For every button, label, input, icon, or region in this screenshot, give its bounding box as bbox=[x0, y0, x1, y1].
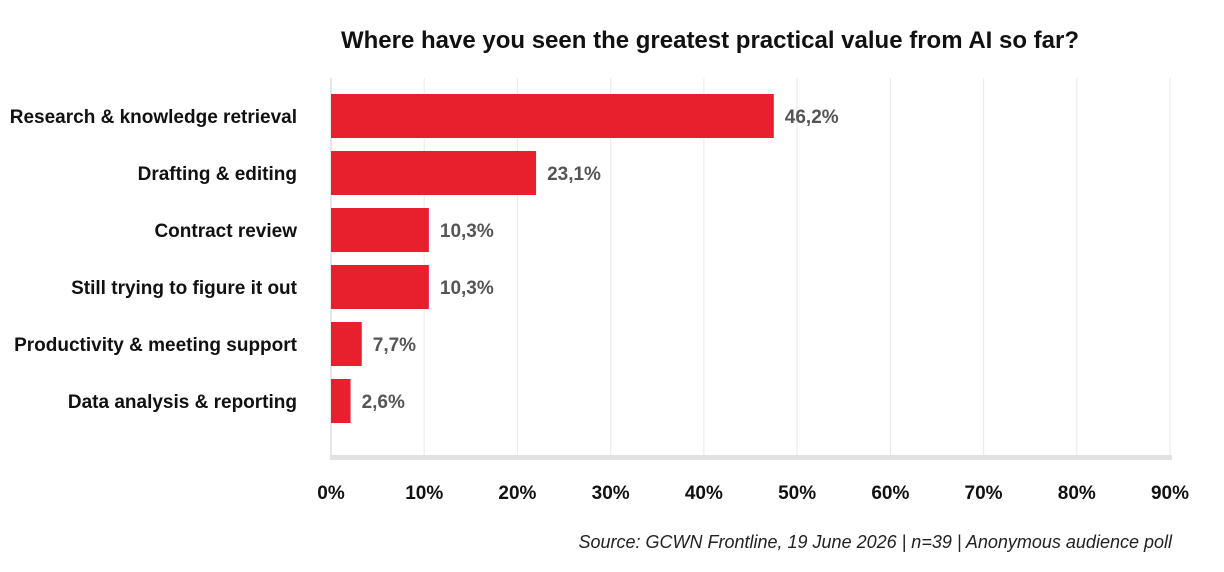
x-tick-label: 80% bbox=[1058, 483, 1096, 504]
x-tick-label: 60% bbox=[871, 483, 909, 504]
x-axis-tick-labels: 0% 10% 20% 30% 40% 50% 60% 70% 80% 90% bbox=[317, 483, 1189, 504]
data-label: 7,7% bbox=[373, 335, 416, 356]
bar bbox=[331, 379, 351, 423]
bar bbox=[331, 151, 537, 195]
bar bbox=[331, 208, 429, 252]
bar bbox=[331, 322, 362, 366]
category-labels: Research & knowledge retrieval Drafting &… bbox=[10, 107, 298, 413]
category-label: Contract review bbox=[154, 221, 297, 242]
gridlines bbox=[330, 78, 1171, 455]
bars bbox=[331, 94, 774, 423]
x-tick-label: 70% bbox=[965, 483, 1003, 504]
bar bbox=[331, 94, 774, 138]
chart-title: Where have you seen the greatest practic… bbox=[341, 27, 1079, 54]
category-label: Drafting & editing bbox=[138, 164, 297, 185]
x-axis-line bbox=[330, 455, 1172, 460]
x-tick-label: 30% bbox=[592, 483, 630, 504]
category-label: Still trying to figure it out bbox=[71, 278, 298, 299]
x-tick-label: 0% bbox=[317, 483, 345, 504]
value-labels: 46,2% 23,1% 10,3% 10,3% 7,7% 2,6% bbox=[362, 107, 839, 413]
category-label: Productivity & meeting support bbox=[14, 335, 298, 356]
data-label: 10,3% bbox=[440, 278, 494, 299]
x-tick-label: 40% bbox=[685, 483, 723, 504]
source-note: Source: GCWN Frontline, 19 June 2026 | n… bbox=[578, 532, 1173, 552]
data-label: 2,6% bbox=[362, 392, 405, 413]
data-label: 10,3% bbox=[440, 221, 494, 242]
data-label: 23,1% bbox=[547, 164, 601, 185]
category-label: Data analysis & reporting bbox=[68, 392, 297, 413]
x-tick-label: 50% bbox=[778, 483, 816, 504]
bar bbox=[331, 265, 429, 309]
x-tick-label: 10% bbox=[405, 483, 443, 504]
category-label: Research & knowledge retrieval bbox=[10, 107, 297, 128]
data-label: 46,2% bbox=[785, 107, 839, 128]
x-tick-label: 20% bbox=[498, 483, 536, 504]
x-tick-label: 90% bbox=[1151, 483, 1189, 504]
